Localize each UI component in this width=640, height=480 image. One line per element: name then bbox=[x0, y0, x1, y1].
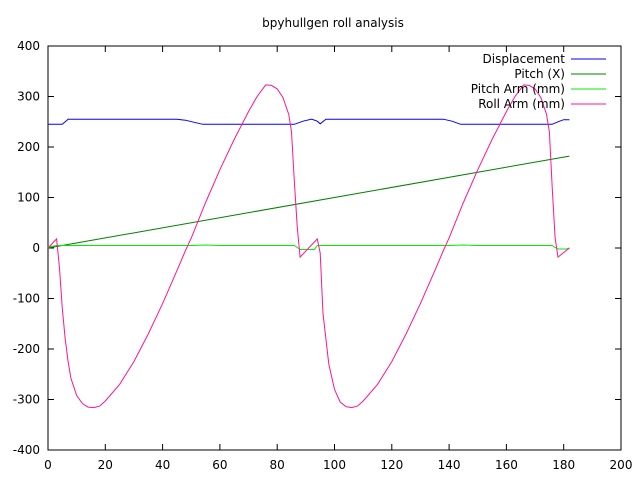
series-line bbox=[47, 84, 570, 409]
legend-label: Pitch Arm (mm) bbox=[471, 82, 565, 96]
legend-label: Pitch (X) bbox=[514, 67, 565, 81]
y-tick-label: 300 bbox=[17, 90, 40, 104]
series-line bbox=[47, 244, 570, 250]
x-tick-label: 0 bbox=[44, 458, 52, 472]
series-line bbox=[47, 155, 570, 249]
x-tick-label: 140 bbox=[438, 458, 461, 472]
axis-ticks: 0 20 40 60 80 100 120 140 160 180 200 -400 -300 -200 -… bbox=[13, 39, 633, 472]
chart-title: bpyhullgen roll analysis bbox=[262, 16, 404, 30]
x-tick-label: 60 bbox=[212, 458, 227, 472]
y-tick-label: 400 bbox=[17, 39, 40, 53]
y-tick-label: -200 bbox=[13, 342, 40, 356]
x-tick-label: 40 bbox=[155, 458, 170, 472]
y-tick-label: -400 bbox=[13, 443, 40, 457]
x-tick-label: 120 bbox=[380, 458, 403, 472]
y-tick-label: 100 bbox=[17, 191, 40, 205]
x-tick-label: 160 bbox=[495, 458, 518, 472]
x-tick-label: 100 bbox=[323, 458, 346, 472]
y-tick-label: -300 bbox=[13, 393, 40, 407]
x-tick-label: 200 bbox=[610, 458, 633, 472]
x-tick-label: 20 bbox=[98, 458, 113, 472]
x-tick-label: 180 bbox=[552, 458, 575, 472]
legend-label: Roll Arm (mm) bbox=[478, 97, 565, 111]
x-tick-label: 80 bbox=[270, 458, 285, 472]
series-lines bbox=[47, 84, 570, 409]
series-line bbox=[48, 118, 570, 125]
y-tick-label: 200 bbox=[17, 140, 40, 154]
y-tick-label: -100 bbox=[13, 292, 40, 306]
legend-label: Displacement bbox=[483, 52, 566, 66]
y-tick-label: 0 bbox=[32, 241, 40, 255]
